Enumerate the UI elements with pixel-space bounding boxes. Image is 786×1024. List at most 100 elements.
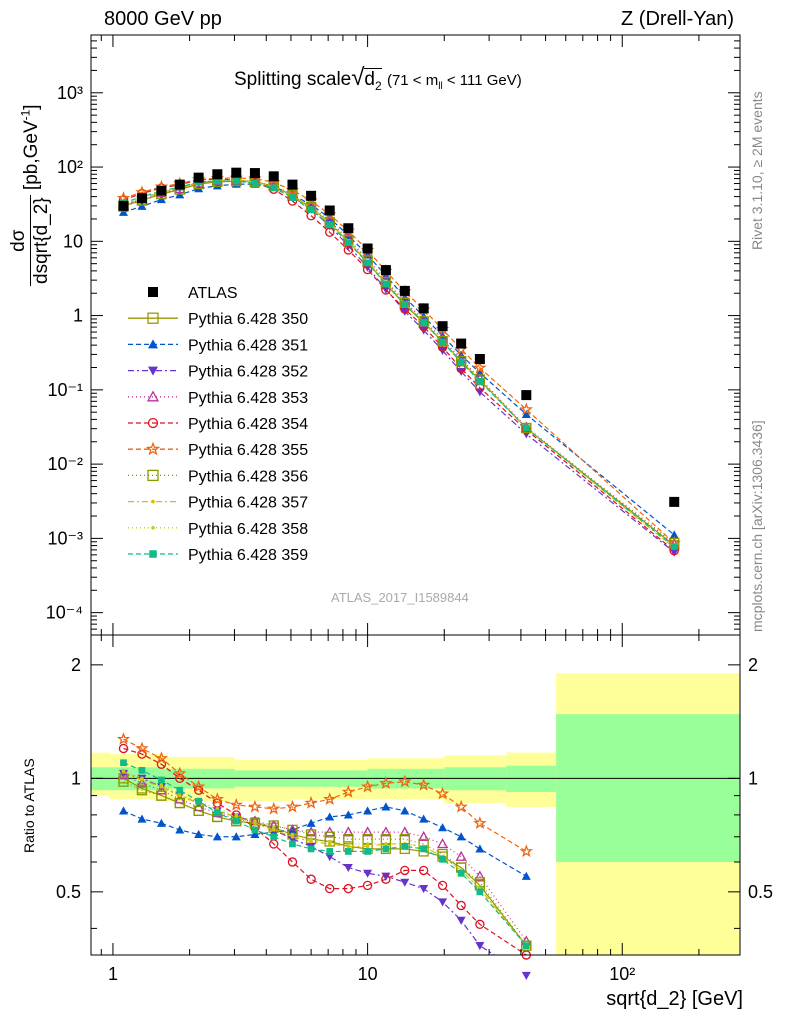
legend-entry: Pythia 6.428 352 xyxy=(128,364,308,381)
series-356-ratio-point xyxy=(118,776,129,787)
series-351-ratio-point xyxy=(343,810,353,819)
series-358-ratio-point xyxy=(346,842,351,846)
legend-marker xyxy=(145,441,161,456)
atlas-data-point xyxy=(249,168,260,179)
series-351-ratio-point xyxy=(400,806,410,815)
analysis-watermark: ATLAS_2017_I1589844 xyxy=(331,590,469,605)
series-359-ratio-point xyxy=(176,786,184,794)
title-main: Splitting scale xyxy=(234,69,352,90)
ratio-y-tick-label-right: 1 xyxy=(748,768,758,788)
series-351-ratio-point xyxy=(231,832,241,841)
y-label-unit: [pb,GeV-1] xyxy=(18,104,42,191)
series-355-main-point xyxy=(473,360,487,374)
atlas-data-point xyxy=(437,321,448,332)
series-359-ratio-point xyxy=(120,759,127,767)
series-359-ratio-point xyxy=(476,888,484,896)
ratio-y-tick-label-left: 1 xyxy=(71,768,81,788)
ratio-y-tick-label-right: 2 xyxy=(748,655,758,675)
legend-marker xyxy=(151,526,155,530)
ratio-y-tick-label-left: 2 xyxy=(71,655,81,675)
series-359-main-point xyxy=(251,179,259,187)
atlas-data-point xyxy=(174,179,185,190)
series-351-ratio-point xyxy=(194,829,204,839)
series-358-ratio-point xyxy=(384,842,388,846)
legend-marker-atlas xyxy=(148,287,158,297)
series-352-main-point xyxy=(456,367,466,377)
series-354-ratio-point xyxy=(118,743,129,754)
series-359-ratio-point xyxy=(251,826,259,834)
series-355-ratio-point xyxy=(229,797,243,811)
legend-label: Pythia 6.428 355 xyxy=(188,442,308,459)
series-353-ratio-point xyxy=(418,830,430,842)
series-355-ratio-point xyxy=(173,766,187,780)
series-353-ratio-point xyxy=(436,838,449,849)
legend-entry: Pythia 6.428 354 xyxy=(128,416,308,433)
series-359-ratio-point xyxy=(401,843,409,850)
series-351-ratio-point xyxy=(381,802,391,811)
series-355-ratio-point xyxy=(416,777,431,791)
legend-label: Pythia 6.428 350 xyxy=(188,311,308,328)
uncertainty-bands xyxy=(91,673,740,955)
series-358-ratio-point xyxy=(365,842,370,846)
legend-marker xyxy=(148,339,158,349)
series-351-main-point xyxy=(118,207,128,216)
series-359-ratio-point xyxy=(382,845,390,853)
legend-entry: Pythia 6.428 359 xyxy=(128,547,308,564)
series-356-ratio-point xyxy=(156,790,167,801)
series-359-main-line xyxy=(123,180,675,548)
series-351-ratio-point xyxy=(325,812,335,821)
legend-entry: Pythia 6.428 357 xyxy=(128,495,308,512)
series-359-ratio-point xyxy=(195,797,203,805)
series-353-ratio-point xyxy=(399,826,411,837)
series-358-ratio-point xyxy=(253,819,257,823)
atlas-data-point xyxy=(287,179,298,190)
series-351-ratio-point xyxy=(475,844,485,853)
series-352-ratio-point xyxy=(325,853,335,862)
series-352-ratio-point xyxy=(475,942,485,951)
series-353-ratio-point xyxy=(361,826,374,837)
legend: ATLAS Pythia 6.428 350 Pythia 6.428 351 Pyt… xyxy=(128,285,308,564)
series-351-ratio-point xyxy=(250,829,260,839)
series-354-ratio-point xyxy=(306,874,316,884)
series-356-ratio-point xyxy=(174,797,185,809)
series-359-ratio-point xyxy=(522,942,530,950)
series-355-ratio-point xyxy=(248,799,262,813)
series-359-main-point xyxy=(439,338,446,346)
series-353-ratio-point xyxy=(380,826,392,837)
y-tick-label: 10 xyxy=(63,231,83,251)
series-354-ratio-point xyxy=(343,883,354,894)
series-351-ratio-point xyxy=(419,814,429,823)
legend-label: Pythia 6.428 359 xyxy=(188,547,308,564)
series-355-main-point xyxy=(519,402,534,416)
series-359-main-point xyxy=(457,358,465,366)
series-355-ratio-point xyxy=(519,844,534,858)
series-355-ratio-point xyxy=(454,799,468,813)
series-359-ratio-point xyxy=(439,855,446,863)
legend-entry: Pythia 6.428 351 xyxy=(128,337,308,354)
atlas-data-point xyxy=(324,205,335,216)
series-359-main-point xyxy=(401,300,409,308)
series-352-ratio-point xyxy=(438,898,448,907)
atlas-data-point xyxy=(212,169,223,180)
atlas-data-point xyxy=(136,193,147,204)
series-355-main-line xyxy=(123,177,675,544)
ratio-y-tick-label-left: 0.5 xyxy=(56,882,81,902)
series-355-ratio-point xyxy=(191,779,206,793)
series-351-ratio-point xyxy=(456,832,466,841)
legend-label: Pythia 6.428 353 xyxy=(188,390,308,407)
series-358-ratio-point xyxy=(234,813,239,817)
series-352-ratio-point xyxy=(521,971,531,980)
legend-label: Pythia 6.428 358 xyxy=(188,521,308,538)
series-354-main-line xyxy=(123,178,675,552)
series-355-ratio-point xyxy=(398,774,412,788)
series-356-ratio-point xyxy=(136,785,148,796)
legend-entry: Pythia 6.428 350 xyxy=(128,311,308,328)
series-355-ratio-point xyxy=(323,792,337,805)
series-351-ratio-point xyxy=(306,818,316,827)
plot-title: Splitting scale√d2 (71 < mll < 111 GeV) xyxy=(234,64,522,93)
series-359-main-point xyxy=(344,239,352,247)
series-359-main-point xyxy=(213,177,221,185)
atlas-data-point xyxy=(669,496,680,507)
series-352-ratio-point xyxy=(456,916,466,925)
main-plot-frame xyxy=(90,34,741,636)
